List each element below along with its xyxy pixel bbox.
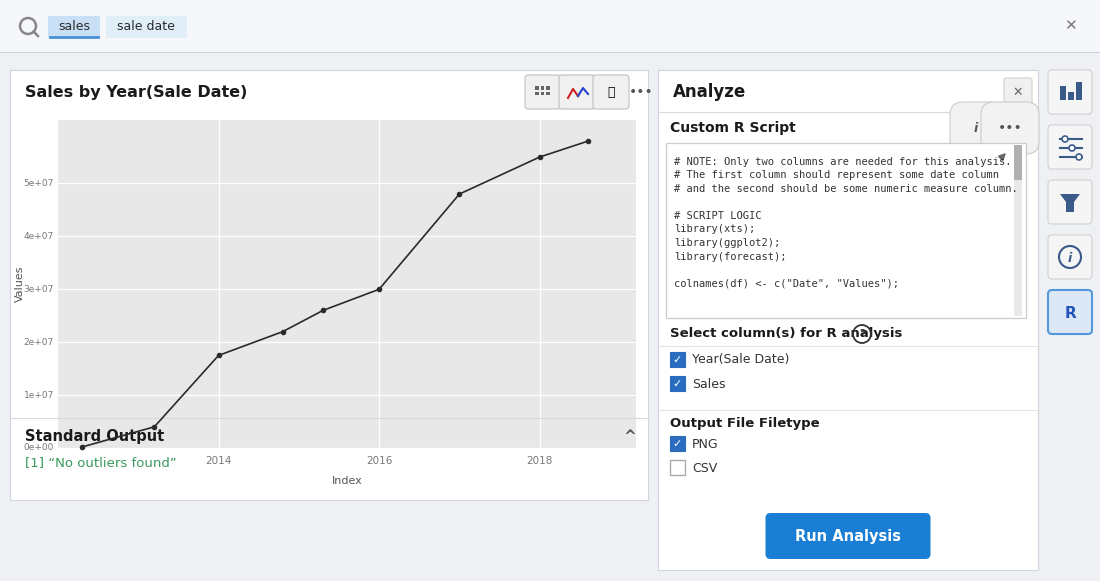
Text: R: R: [1064, 306, 1076, 321]
Text: Analyze: Analyze: [673, 83, 746, 101]
Text: 3e+07: 3e+07: [23, 285, 54, 294]
FancyBboxPatch shape: [535, 86, 539, 89]
Text: ^: ^: [624, 429, 637, 443]
FancyBboxPatch shape: [658, 70, 1038, 570]
Text: Run Analysis: Run Analysis: [795, 529, 901, 543]
Text: 2014: 2014: [206, 456, 232, 466]
FancyBboxPatch shape: [766, 513, 931, 559]
Polygon shape: [1060, 194, 1080, 212]
FancyBboxPatch shape: [546, 91, 550, 95]
Text: Custom R Script: Custom R Script: [670, 121, 795, 135]
FancyBboxPatch shape: [670, 352, 685, 367]
FancyBboxPatch shape: [1014, 145, 1022, 316]
FancyBboxPatch shape: [48, 16, 100, 38]
FancyBboxPatch shape: [10, 70, 648, 500]
Circle shape: [1076, 154, 1082, 160]
Text: Values: Values: [15, 266, 25, 302]
Text: ✓: ✓: [673, 378, 682, 389]
Text: Year(Sale Date): Year(Sale Date): [692, 353, 790, 367]
Text: ✕: ✕: [1013, 85, 1023, 99]
FancyBboxPatch shape: [1014, 145, 1022, 180]
FancyBboxPatch shape: [58, 120, 636, 448]
Text: 4e+07: 4e+07: [24, 232, 54, 241]
Text: •••: •••: [998, 121, 1022, 135]
Text: 2016: 2016: [366, 456, 393, 466]
Text: # NOTE: Only two columns are needed for this analysis.: # NOTE: Only two columns are needed for …: [674, 157, 1012, 167]
FancyBboxPatch shape: [1048, 70, 1092, 114]
Text: # The first column should represent some date column: # The first column should represent some…: [674, 170, 999, 181]
Text: ✓: ✓: [673, 354, 682, 364]
FancyBboxPatch shape: [1048, 290, 1092, 334]
Circle shape: [1062, 136, 1068, 142]
Text: library(forecast);: library(forecast);: [674, 252, 786, 261]
FancyBboxPatch shape: [540, 91, 544, 95]
FancyBboxPatch shape: [1068, 92, 1074, 100]
Text: PNG: PNG: [692, 437, 718, 450]
Text: ✕: ✕: [1064, 19, 1077, 34]
Text: [1] “No outliers found”: [1] “No outliers found”: [25, 457, 177, 469]
Text: colnames(df) <- c("Date", "Values");: colnames(df) <- c("Date", "Values");: [674, 278, 899, 289]
Text: Standard Output: Standard Output: [25, 429, 164, 443]
FancyBboxPatch shape: [670, 460, 685, 475]
FancyBboxPatch shape: [1076, 82, 1082, 100]
FancyBboxPatch shape: [593, 75, 629, 109]
Text: 2018: 2018: [527, 456, 553, 466]
FancyBboxPatch shape: [1048, 125, 1092, 169]
FancyBboxPatch shape: [1048, 180, 1092, 224]
Text: 2e+07: 2e+07: [24, 338, 54, 347]
Text: i: i: [1068, 252, 1072, 264]
FancyBboxPatch shape: [1004, 78, 1032, 106]
Text: sale date: sale date: [118, 20, 175, 34]
Text: ✓: ✓: [673, 439, 682, 449]
Text: sales: sales: [58, 20, 90, 34]
Text: 1e+07: 1e+07: [23, 390, 54, 400]
Text: Output File Filetype: Output File Filetype: [670, 418, 820, 431]
Text: ?: ?: [859, 329, 865, 339]
FancyBboxPatch shape: [1048, 235, 1092, 279]
Text: 5e+07: 5e+07: [23, 179, 54, 188]
FancyBboxPatch shape: [546, 86, 550, 89]
Text: Index: Index: [331, 476, 362, 486]
FancyBboxPatch shape: [535, 91, 539, 95]
FancyBboxPatch shape: [540, 86, 544, 89]
Text: Sales by Year(Sale Date): Sales by Year(Sale Date): [25, 84, 248, 99]
FancyBboxPatch shape: [1060, 86, 1066, 100]
Circle shape: [1069, 145, 1075, 151]
FancyBboxPatch shape: [0, 0, 1100, 52]
Text: Sales: Sales: [692, 378, 726, 390]
FancyBboxPatch shape: [670, 376, 685, 391]
Text: Select column(s) for R analysis: Select column(s) for R analysis: [670, 328, 902, 340]
Text: •••: •••: [628, 85, 653, 99]
Text: CSV: CSV: [692, 461, 717, 475]
FancyBboxPatch shape: [981, 102, 1040, 154]
FancyBboxPatch shape: [525, 75, 561, 109]
Text: 0e+00: 0e+00: [23, 443, 54, 453]
FancyBboxPatch shape: [559, 75, 595, 109]
Text: library(xts);: library(xts);: [674, 224, 756, 235]
FancyBboxPatch shape: [670, 436, 685, 451]
Text: # and the second should be some numeric measure column.: # and the second should be some numeric …: [674, 184, 1018, 194]
FancyBboxPatch shape: [106, 16, 187, 38]
Text: library(ggplot2);: library(ggplot2);: [674, 238, 780, 248]
Text: i: i: [974, 121, 978, 134]
FancyBboxPatch shape: [666, 143, 1026, 318]
Text: # SCRIPT LOGIC: # SCRIPT LOGIC: [674, 211, 761, 221]
FancyBboxPatch shape: [950, 102, 1002, 154]
Text: 📌: 📌: [607, 85, 615, 99]
